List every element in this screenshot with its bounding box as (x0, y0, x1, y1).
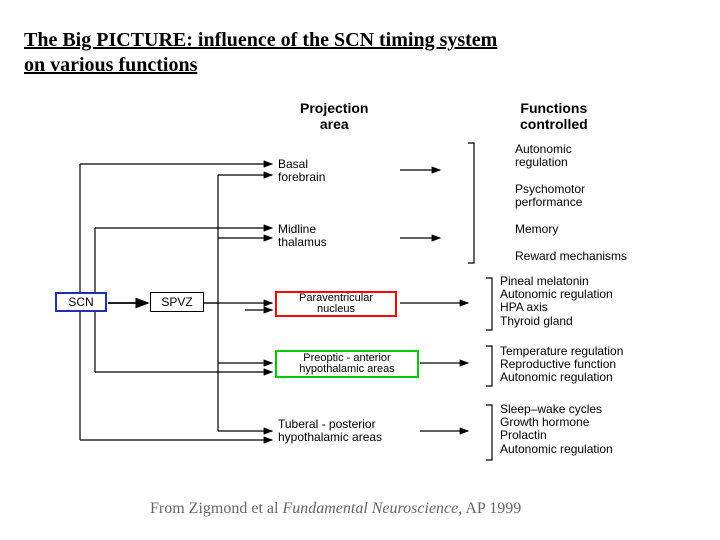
title-line2: on various functions (24, 54, 197, 76)
proj-tuberal: Tuberal - posteriorhypothalamic areas (278, 418, 382, 444)
proj-preoptic: Preoptic - anteriorhypothalamic areas (275, 350, 419, 378)
node-spvz: SPVZ (150, 292, 204, 312)
citation-book: Fundamental Neuroscience (282, 500, 458, 517)
proj-pvn: Paraventricularnucleus (275, 291, 397, 317)
node-scn-label: SCN (68, 295, 93, 309)
fn-tuberal-group: Sleep–wake cyclesGrowth hormoneProlactin… (500, 403, 613, 456)
fn-autonomic: Autonomicregulation (515, 143, 572, 169)
citation-prefix: From Zigmond et al (150, 500, 282, 517)
title-line1: The Big PICTURE: influence of the SCN ti… (24, 29, 497, 51)
citation: From Zigmond et al Fundamental Neuroscie… (150, 500, 521, 518)
proj-basal: Basalforebrain (278, 158, 325, 184)
header-projection: Projectionarea (300, 100, 368, 132)
page-title: The Big PICTURE: influence of the SCN ti… (24, 28, 497, 78)
node-spvz-label: SPVZ (161, 295, 192, 309)
fn-pvn-group: Pineal melatoninAutonomic regulationHPA … (500, 275, 613, 328)
fn-memory: Memory (515, 223, 558, 236)
header-functions: Functionscontrolled (520, 100, 588, 132)
diagram-lines (0, 0, 720, 540)
fn-psychomotor: Psychomotorperformance (515, 183, 585, 209)
citation-suffix: , AP 1999 (458, 500, 521, 517)
proj-midline: Midlinethalamus (278, 223, 327, 249)
node-scn: SCN (55, 292, 107, 312)
fn-preoptic-group: Temperature regulationReproductive funct… (500, 345, 623, 385)
fn-reward: Reward mechanisms (515, 250, 627, 263)
